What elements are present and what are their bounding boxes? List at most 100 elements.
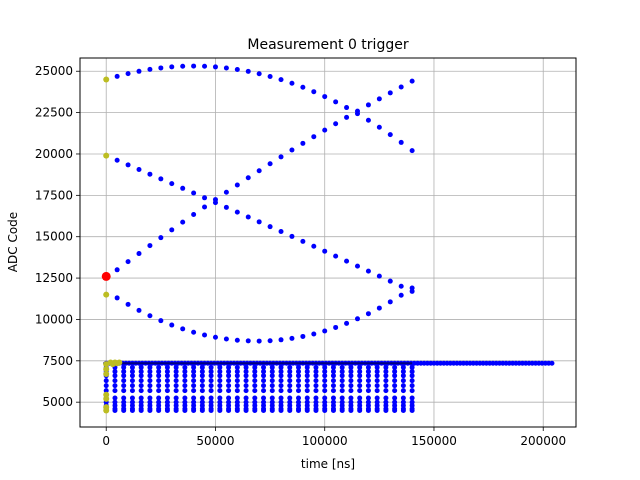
- data-point: [147, 373, 153, 379]
- data-point: [164, 369, 170, 375]
- data-point: [398, 84, 404, 90]
- data-point: [313, 364, 319, 370]
- data-point: [208, 373, 214, 379]
- data-point: [261, 364, 267, 370]
- data-point: [261, 373, 267, 379]
- data-point: [365, 102, 371, 108]
- data-point: [357, 364, 363, 370]
- data-point: [234, 388, 240, 394]
- data-point: [180, 63, 186, 69]
- data-point: [217, 388, 223, 394]
- data-point: [348, 364, 354, 370]
- data-point: [278, 229, 284, 235]
- data-point: [278, 388, 284, 394]
- data-point: [226, 369, 232, 375]
- data-point: [409, 373, 415, 379]
- data-point: [182, 364, 188, 370]
- data-point: [202, 332, 208, 338]
- data-point: [147, 378, 153, 384]
- data-point: [208, 369, 214, 375]
- data-point: [173, 364, 179, 370]
- data-point: [278, 369, 284, 375]
- data-point: [339, 369, 345, 375]
- data-point: [311, 331, 317, 337]
- data-point: [287, 388, 293, 394]
- data-point: [374, 369, 380, 375]
- data-point: [136, 167, 142, 173]
- data-point: [261, 369, 267, 375]
- data-point: [191, 212, 197, 218]
- data-point: [180, 326, 186, 332]
- data-point: [121, 407, 127, 413]
- data-point: [311, 89, 317, 95]
- data-point: [234, 209, 240, 215]
- data-point: [121, 378, 127, 384]
- pretrigger-point: [103, 366, 110, 373]
- data-point: [304, 373, 310, 379]
- data-point: [376, 96, 382, 102]
- data-point: [245, 338, 251, 344]
- pretrigger-point: [103, 371, 110, 378]
- data-point: [300, 140, 306, 146]
- data-point: [374, 378, 380, 384]
- data-point: [278, 154, 284, 160]
- data-point: [112, 378, 118, 384]
- data-point: [409, 364, 415, 370]
- data-point: [409, 383, 415, 389]
- data-point: [357, 407, 363, 413]
- data-point: [267, 224, 273, 230]
- data-point: [182, 407, 188, 413]
- data-point: [173, 369, 179, 375]
- x-tick-label: 150000: [411, 434, 457, 448]
- data-point: [311, 243, 317, 249]
- data-point: [217, 378, 223, 384]
- data-point: [129, 395, 135, 401]
- data-point: [409, 369, 415, 375]
- data-point: [400, 395, 406, 401]
- x-tick-label: 0: [102, 434, 110, 448]
- data-point: [354, 316, 360, 322]
- data-point: [278, 337, 284, 343]
- data-point: [199, 373, 205, 379]
- data-point: [103, 388, 109, 394]
- data-point: [322, 378, 328, 384]
- data-point: [199, 364, 205, 370]
- pretrigger-point: [103, 291, 110, 298]
- data-point: [365, 364, 371, 370]
- data-point: [313, 369, 319, 375]
- data-point: [322, 248, 328, 254]
- data-point: [129, 383, 135, 389]
- data-point: [392, 378, 398, 384]
- data-point: [217, 395, 223, 401]
- data-point: [278, 395, 284, 401]
- data-point: [400, 369, 406, 375]
- data-point: [156, 369, 162, 375]
- data-point: [398, 283, 404, 289]
- data-point: [296, 369, 302, 375]
- data-point: [138, 395, 144, 401]
- data-point: [114, 295, 120, 301]
- data-point: [114, 267, 120, 273]
- data-point: [191, 329, 197, 335]
- data-point: [191, 388, 197, 394]
- data-point: [112, 395, 118, 401]
- data-point: [374, 407, 380, 413]
- y-tick-label: 22500: [35, 106, 73, 120]
- data-point: [387, 299, 393, 305]
- data-point: [199, 388, 205, 394]
- data-point: [333, 253, 339, 259]
- data-point: [191, 383, 197, 389]
- data-point: [387, 278, 393, 284]
- data-point: [182, 383, 188, 389]
- data-point: [261, 378, 267, 384]
- data-point: [322, 388, 328, 394]
- data-point: [136, 307, 142, 313]
- y-axis-ticks: 5000 7500 10000 12500 15000 17500 20000 22500 25…: [35, 64, 80, 409]
- data-point: [261, 395, 267, 401]
- data-point: [226, 364, 232, 370]
- data-point: [164, 378, 170, 384]
- data-point: [296, 395, 302, 401]
- data-point: [191, 190, 197, 196]
- chart-title: Measurement 0 trigger: [247, 37, 408, 53]
- data-point: [121, 364, 127, 370]
